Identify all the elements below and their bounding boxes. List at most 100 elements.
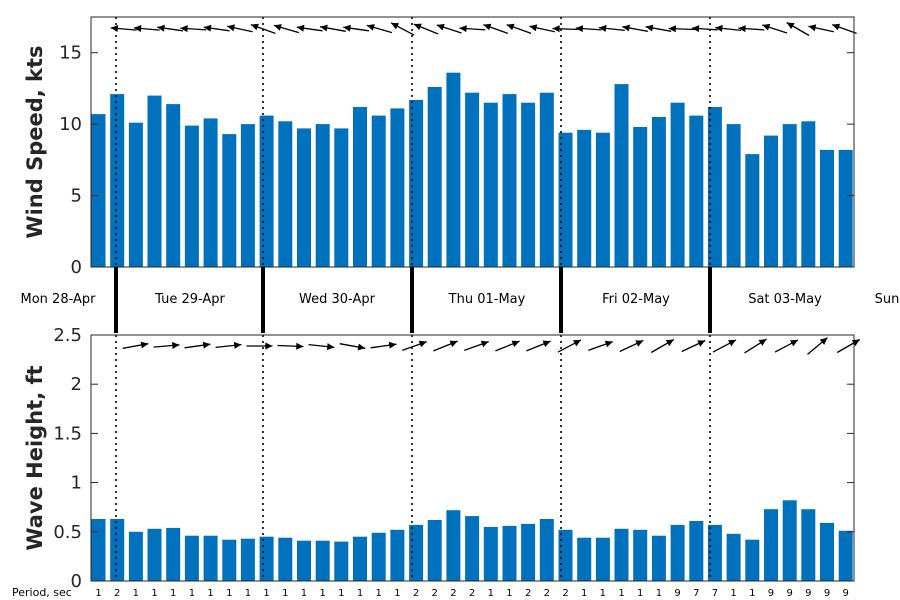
period-value: 9 [786,588,792,599]
wind-bar [782,124,797,267]
wave-bar [465,516,480,581]
wave-y-tick-label: 1.5 [53,423,82,444]
wind-bar [353,107,367,267]
period-value: 1 [488,588,494,599]
wind-arrow-head [413,23,422,31]
period-value: 2 [525,588,531,599]
period-value: 1 [245,588,251,599]
wave-bars [91,500,853,581]
period-value: 2 [562,588,568,599]
wind-arrow-head [738,25,746,33]
wave-bar [521,523,536,581]
wave-bar [390,529,405,581]
period-value: 1 [95,588,101,599]
period-value: 1 [600,588,606,599]
period-value: 1 [357,588,363,599]
wind-bar [371,115,386,267]
wave-arrow-head [202,341,211,349]
wind-bar [764,135,778,267]
period-value: 1 [133,588,139,599]
period-value: 1 [189,588,195,599]
wind-bar [577,129,592,267]
wind-bar [689,115,704,267]
wind-arrow-head [343,24,351,32]
wind-bar [259,115,274,267]
wind-bars [91,72,853,268]
wave-bar [782,500,797,581]
wave-bar [334,541,349,581]
wave-bar [595,537,610,581]
wind-bar [390,108,405,268]
wind-bar [184,125,199,267]
wind-y-axis-label: Wind Speed, kts [23,45,47,238]
period-value: 1 [151,588,157,599]
wind-y-tick-label: 15 [59,43,82,64]
wind-speed-panel: Wind Speed, kts 0 5 10 15 [23,16,857,278]
day-label: Wed 30-Apr [299,292,376,307]
wind-arrow-head [668,25,676,33]
period-value: 1 [207,588,213,599]
period-value: 9 [768,588,774,599]
period-value: 1 [581,588,587,599]
wave-arrow-head [296,342,304,350]
wind-arrow-head [832,23,841,31]
wave-y-tick-label: 2 [71,374,82,395]
wind-direction-arrows [110,21,857,37]
wind-bar [745,154,760,267]
wind-bar [633,127,648,267]
wave-y-tick-label: 0.5 [53,522,82,543]
wave-bar [483,526,498,581]
wind-arrow-head [459,25,467,33]
period-value: 2 [432,588,438,599]
period-value: 9 [805,588,811,599]
wind-arrow-head [366,24,375,31]
wave-bar [371,532,386,581]
period-value: 1 [301,588,307,599]
wave-arrow-head [449,340,458,348]
wind-bar [334,128,349,267]
wave-plot-frame [90,334,855,582]
wind-bar [240,124,255,267]
wind-bar [315,124,330,267]
period-value: 7 [712,588,718,599]
wave-arrow-head [635,340,644,347]
period-value: 1 [319,588,325,599]
wind-arrow-head [598,24,607,32]
wave-arrow-head [233,341,242,349]
wind-arrow-head [133,25,142,32]
wind-bar [820,149,834,267]
wave-bar [820,522,834,581]
wave-bar [726,533,741,581]
wave-bar [446,510,461,581]
wind-arrow-head [506,23,515,31]
wind-arrow-head [645,24,654,32]
period-value: 2 [413,588,419,599]
wave-bar [614,528,629,581]
period-value: 1 [226,588,232,599]
day-label: Fri 02-May [602,292,670,307]
wind-arrow-head [250,23,259,31]
wave-bar [801,509,816,581]
wind-arrow-head [529,24,538,32]
wave-y-tick-label: 0 [71,571,82,592]
wave-bar [166,527,181,581]
wind-arrow-head [762,23,771,31]
wave-arrow-head [790,339,798,347]
wave-bar [670,524,685,581]
wave-arrow-head [418,340,427,348]
wave-bar [427,520,442,581]
wave-bar [409,524,424,581]
wave-arrow-head [542,340,551,348]
wave-bar [278,537,293,581]
wind-arrow-head [227,24,235,32]
wind-arrow-head [157,24,165,32]
wind-bar [558,132,573,267]
wind-bar [465,92,480,267]
wave-bar [222,539,237,581]
wave-bar [128,531,143,581]
wave-arrow-head [665,339,674,347]
wave-height-panel: Wave Height, ft 0 0.5 1 1.5 2 2.5 [23,325,861,592]
wave-bar [689,521,704,581]
period-value: 1 [656,588,662,599]
wave-arrow-head [357,343,366,351]
